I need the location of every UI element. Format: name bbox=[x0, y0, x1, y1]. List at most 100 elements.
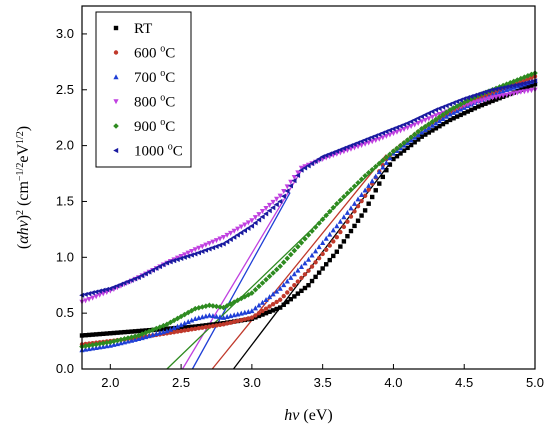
fit-lines bbox=[166, 154, 392, 370]
data-point bbox=[210, 239, 216, 245]
data-point bbox=[355, 196, 361, 202]
data-point bbox=[323, 235, 329, 241]
data-point bbox=[281, 302, 286, 307]
data-point bbox=[196, 326, 201, 331]
data-point bbox=[252, 286, 259, 293]
data-point bbox=[408, 119, 414, 125]
data-point bbox=[345, 234, 350, 239]
data-point bbox=[228, 320, 233, 325]
y-axis-label: (αhv)2 (cm−1/2eV1/2) bbox=[15, 126, 33, 249]
data-point bbox=[93, 289, 99, 295]
data-point bbox=[256, 217, 262, 223]
y-label-italic: αhv bbox=[15, 219, 32, 243]
data-point bbox=[468, 93, 474, 100]
y-label-sup1: 2 bbox=[15, 210, 26, 215]
data-point bbox=[380, 135, 386, 141]
data-point bbox=[323, 247, 329, 252]
data-point bbox=[337, 197, 344, 204]
data-point bbox=[246, 316, 251, 321]
data-point bbox=[383, 133, 389, 139]
data-point bbox=[263, 306, 269, 311]
data-point bbox=[235, 318, 240, 324]
data-points bbox=[79, 70, 538, 353]
data-point bbox=[274, 299, 279, 305]
data-point bbox=[281, 282, 287, 288]
x-tick-label: 3.0 bbox=[243, 375, 261, 390]
data-point bbox=[387, 132, 393, 138]
data-point bbox=[132, 329, 138, 334]
data-point bbox=[408, 124, 414, 130]
data-point bbox=[189, 324, 194, 330]
data-point bbox=[210, 323, 216, 329]
data-point bbox=[213, 313, 220, 319]
legend-marker bbox=[113, 99, 119, 105]
data-point bbox=[486, 100, 492, 105]
data-point bbox=[443, 109, 450, 116]
data-point bbox=[433, 113, 439, 119]
data-point bbox=[348, 146, 354, 152]
data-point bbox=[341, 193, 347, 200]
data-point bbox=[518, 89, 524, 95]
data-point bbox=[193, 326, 198, 331]
data-point bbox=[422, 127, 428, 133]
data-point bbox=[93, 341, 99, 348]
data-point bbox=[295, 279, 301, 284]
data-point bbox=[476, 104, 481, 109]
data-point bbox=[479, 102, 485, 108]
data-point bbox=[299, 275, 304, 281]
data-point bbox=[521, 89, 527, 95]
data-point bbox=[217, 314, 223, 320]
data-point bbox=[235, 226, 241, 232]
data-point bbox=[274, 196, 280, 202]
data-point bbox=[433, 120, 439, 126]
data-point bbox=[291, 271, 297, 277]
data-point bbox=[96, 288, 102, 294]
data-point bbox=[97, 331, 102, 337]
data-point bbox=[320, 239, 326, 245]
data-point bbox=[518, 81, 524, 87]
x-tick-label: 4.5 bbox=[455, 375, 473, 390]
data-point bbox=[161, 326, 166, 332]
data-point bbox=[418, 126, 425, 132]
data-point bbox=[372, 163, 379, 170]
data-point bbox=[514, 82, 520, 88]
data-point bbox=[426, 130, 432, 135]
data-point bbox=[408, 142, 414, 148]
data-point bbox=[241, 227, 247, 234]
data-point bbox=[404, 120, 410, 126]
data-point bbox=[193, 324, 198, 329]
data-point bbox=[224, 232, 230, 238]
data-point bbox=[256, 283, 262, 290]
data-point bbox=[182, 320, 188, 326]
data-point bbox=[288, 179, 294, 185]
data-point bbox=[298, 239, 305, 246]
legend-label-unit: C bbox=[173, 144, 183, 160]
data-point bbox=[97, 292, 103, 298]
data-point bbox=[415, 128, 422, 135]
data-point bbox=[89, 290, 95, 296]
legend-marker bbox=[113, 147, 119, 154]
data-point bbox=[157, 263, 163, 270]
data-point bbox=[419, 119, 425, 125]
data-point bbox=[263, 276, 269, 283]
data-point bbox=[206, 241, 213, 247]
data-point bbox=[500, 85, 506, 91]
data-point bbox=[280, 259, 287, 266]
data-point bbox=[313, 274, 318, 280]
data-point bbox=[93, 294, 99, 300]
data-point bbox=[404, 137, 411, 143]
data-point bbox=[270, 291, 276, 297]
data-point bbox=[362, 141, 368, 147]
data-point bbox=[422, 112, 428, 118]
legend-label: 600 oC bbox=[134, 44, 175, 62]
data-point bbox=[302, 272, 308, 277]
data-point bbox=[263, 205, 269, 211]
data-point bbox=[394, 154, 400, 159]
data-point bbox=[331, 253, 336, 259]
data-point bbox=[100, 287, 106, 293]
data-point bbox=[412, 122, 418, 128]
data-point bbox=[298, 167, 304, 173]
data-point bbox=[320, 251, 325, 257]
